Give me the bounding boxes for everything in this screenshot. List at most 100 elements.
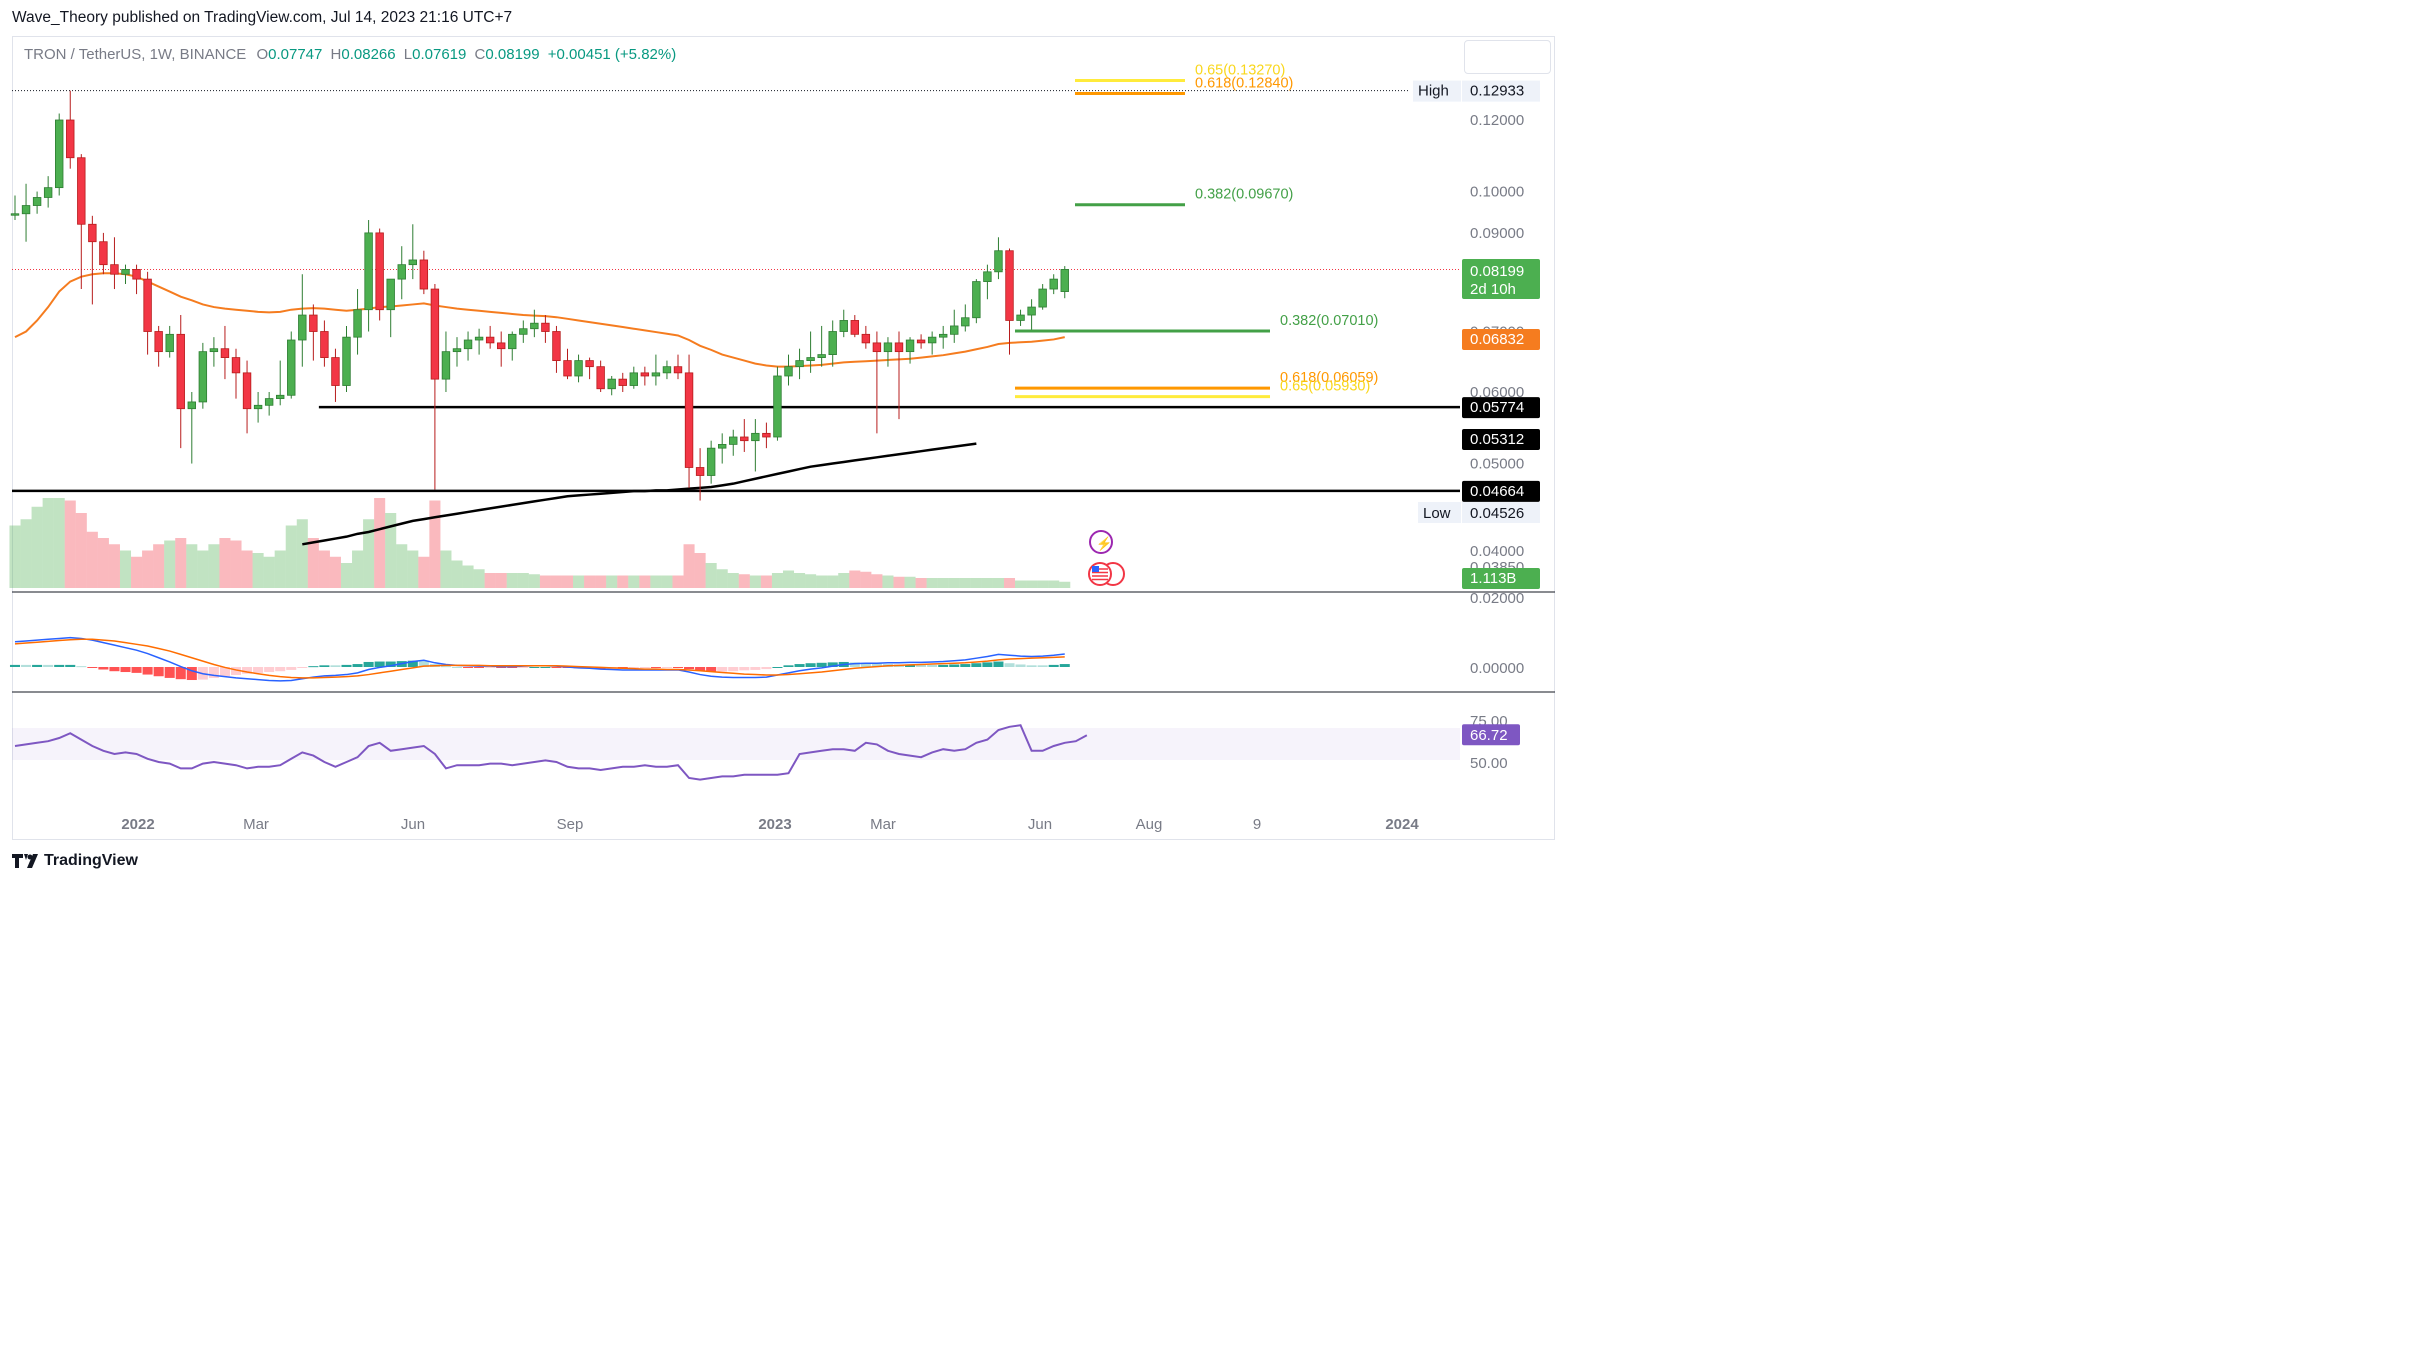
macd-histogram-bar — [76, 666, 87, 668]
macd-histogram-bar — [507, 667, 518, 668]
candle-body — [894, 342, 904, 353]
macd-histogram-bar — [1059, 664, 1070, 667]
volume-bar — [363, 519, 375, 588]
macd-histogram-bar — [385, 661, 396, 667]
candle-body — [850, 320, 859, 335]
volume-bar — [429, 500, 441, 588]
volume-bar — [860, 571, 872, 588]
macd-histogram-bar — [242, 667, 253, 674]
macd-histogram-bar — [518, 667, 529, 668]
fib-level-label: 0.65(0.05930) — [1280, 379, 1370, 395]
macd-histogram-bar — [728, 667, 739, 672]
candle-body — [441, 351, 451, 380]
macd-histogram-bar — [871, 663, 882, 667]
volume-bar — [396, 544, 408, 588]
macd-histogram-bar — [275, 667, 286, 672]
volume-bar — [64, 500, 76, 588]
price-chart[interactable]: 0.65(0.13270)0.618(0.12840) 0.382(0.09670… — [0, 0, 1568, 878]
candle-body — [508, 333, 517, 350]
volume-bar — [727, 573, 739, 588]
volume-bar — [20, 519, 32, 588]
macd-histogram-bar — [695, 667, 706, 671]
fib-level-label: 0.382(0.07010) — [1280, 313, 1378, 329]
low-marker: Low 0.04526 — [1418, 502, 1540, 523]
volume-bar — [318, 550, 330, 588]
low-label: Low — [1423, 505, 1451, 522]
fib-level-label: 0.382(0.09670) — [1195, 187, 1293, 203]
candle-body — [220, 348, 230, 358]
candle-body — [706, 447, 716, 476]
volume-bar — [539, 575, 551, 588]
volume-bar — [981, 578, 993, 588]
candle-body — [1060, 269, 1069, 292]
volume-bar — [1059, 581, 1071, 588]
volume-bar — [661, 575, 673, 588]
macd-histogram-bar — [971, 663, 982, 667]
volume-bar — [230, 540, 242, 588]
volume-bar — [794, 573, 806, 588]
tradingview-logo[interactable]: TradingView — [12, 852, 138, 870]
candles-group — [10, 90, 1069, 501]
macd-axis-tick: 0.00000 — [1470, 660, 1524, 677]
candle-body — [386, 278, 395, 311]
candle-body — [110, 264, 119, 275]
macd-histogram-bar — [485, 667, 496, 668]
open-value: 0.07747 — [268, 46, 323, 63]
macd-histogram-bar — [805, 663, 816, 667]
volume-bar — [1048, 580, 1060, 588]
publisher-line: Wave_Theory published on TradingView.com… — [12, 9, 513, 26]
candle-body — [961, 317, 970, 327]
macd-histogram-bar — [341, 664, 352, 667]
macd-histogram-bar — [661, 667, 672, 668]
macd-histogram-bar — [761, 667, 772, 670]
candle-body — [253, 404, 263, 410]
macd-histogram-bar — [849, 662, 860, 667]
macd-histogram-bar — [717, 667, 728, 672]
macd-histogram-bar — [860, 662, 871, 667]
candle-body — [275, 394, 285, 399]
volume-bar — [473, 569, 485, 588]
volume-bar — [495, 573, 507, 588]
volume-bar — [606, 575, 618, 588]
macd-histogram-bar — [65, 664, 76, 667]
volume-bar — [584, 575, 596, 588]
volume-bar — [440, 550, 452, 588]
candle-body — [198, 351, 208, 403]
macd-histogram-bar — [982, 662, 993, 667]
volume-bar — [926, 578, 938, 588]
candle-body — [132, 269, 141, 280]
volume-histogram — [9, 498, 1071, 588]
open-label: O — [256, 46, 269, 63]
candle-body — [320, 331, 329, 358]
high-label: H — [330, 46, 342, 63]
macd-histogram-bar — [1048, 664, 1059, 667]
macd-histogram-bar — [9, 664, 21, 667]
candle-body — [10, 213, 20, 216]
symbol-name[interactable]: TRON / TetherUS, 1W, BINANCE — [24, 46, 247, 63]
low-label: L — [403, 46, 413, 63]
candle-body — [762, 432, 771, 438]
rsi-value-text: 66.72 — [1470, 727, 1508, 744]
macd-histogram-bar — [319, 665, 330, 667]
volume-bar — [805, 574, 817, 588]
candle-body — [121, 269, 130, 275]
candle-body — [585, 360, 594, 368]
rsi-band — [12, 728, 1460, 760]
volume-bar — [186, 544, 198, 588]
macd-histogram-bar — [131, 667, 142, 673]
candle-body — [905, 339, 915, 353]
macd-histogram-bar — [816, 662, 827, 667]
volume-bar — [197, 550, 209, 588]
macd-histogram-bar — [496, 667, 507, 668]
volume-bar — [75, 513, 87, 588]
low-value: 0.07619 — [412, 46, 467, 63]
candle-body — [684, 372, 694, 468]
signal-line — [14, 638, 1065, 679]
volume-bar — [506, 573, 518, 588]
candle-body — [1005, 250, 1014, 321]
volume-bar — [893, 576, 905, 588]
y-axis-tick: 0.10000 — [1470, 184, 1524, 201]
macd-histogram-bar — [407, 660, 418, 667]
chart-settings-box[interactable] — [1464, 40, 1551, 74]
candle-body — [563, 360, 572, 377]
